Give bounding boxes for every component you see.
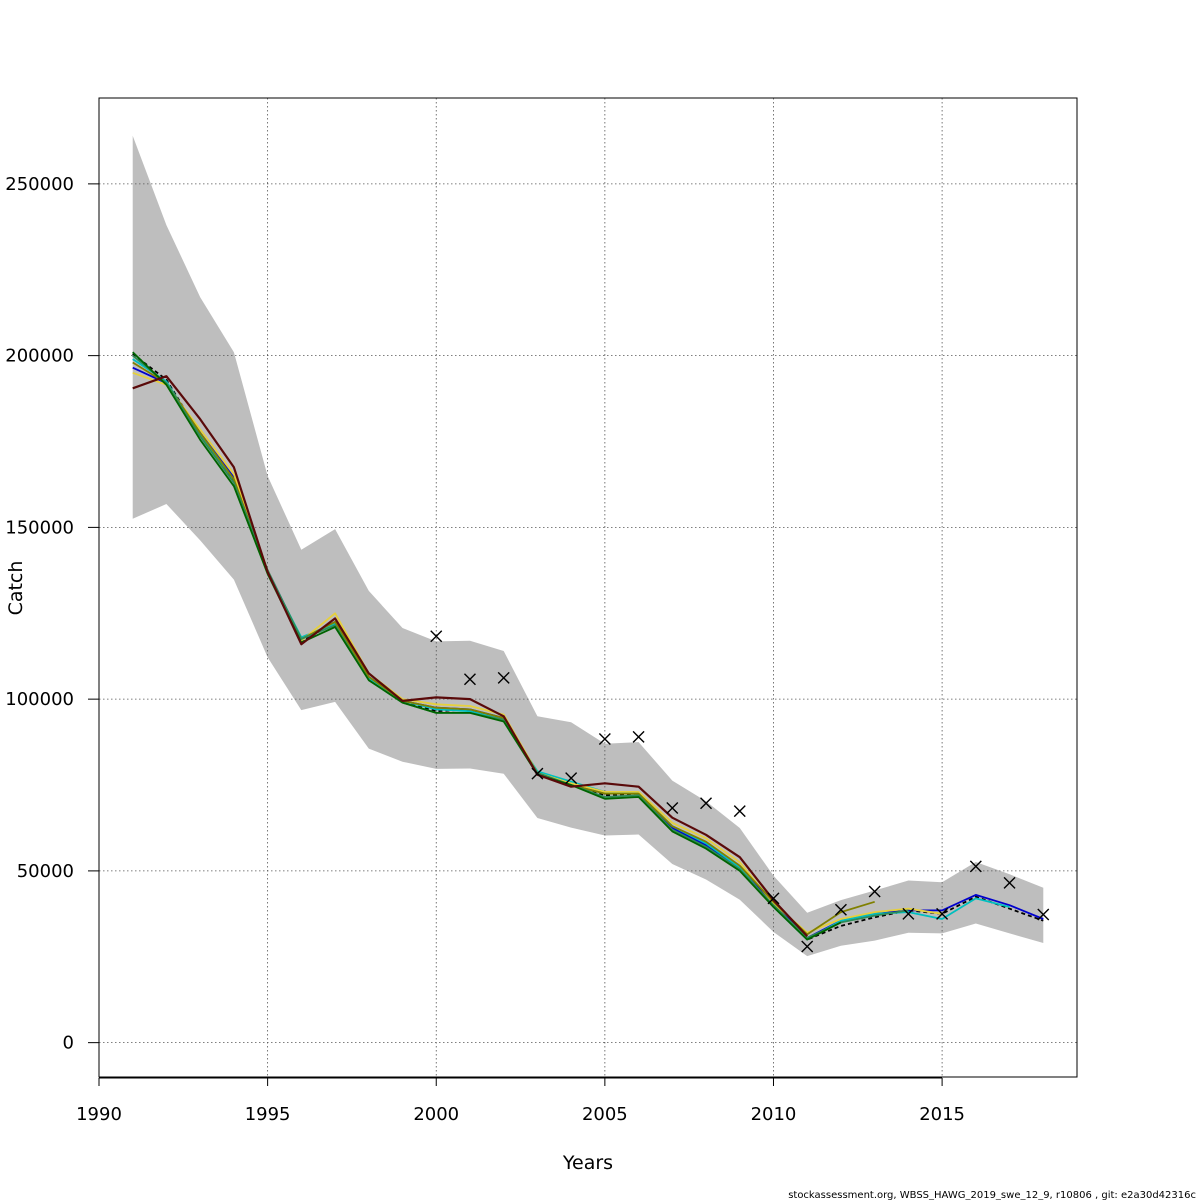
- series-line-7: [132, 351, 842, 941]
- y-axis-title: Catch: [5, 561, 27, 616]
- y-tick-label: 0: [63, 1033, 74, 1054]
- observed-point-marker: [801, 940, 814, 953]
- observed-point-marker: [767, 892, 780, 905]
- x-tick-label: 1990: [76, 1104, 122, 1125]
- plot-frame: [98, 97, 1078, 1078]
- observed-point-marker: [430, 630, 443, 643]
- observed-point-marker: [700, 797, 713, 810]
- footer-credit: stockassessment.org, WBSS_HAWG_2019_swe_…: [788, 1190, 1196, 1200]
- observed-point-marker: [1003, 876, 1016, 889]
- y-tick-label: 250000: [5, 174, 74, 195]
- observed-point-marker: [902, 907, 915, 920]
- observed-point-marker: [497, 671, 510, 684]
- x-tick-label: 2010: [751, 1104, 797, 1125]
- y-tick-label: 100000: [5, 689, 74, 710]
- x-tick-label: 2005: [582, 1104, 628, 1125]
- observed-point-marker: [969, 860, 982, 873]
- y-axis: 0 50000 100000 150000 200000 250000: [5, 174, 99, 1054]
- observed-point-marker: [531, 767, 544, 780]
- observed-point-marker: [632, 730, 645, 743]
- observed-point-marker: [834, 903, 847, 916]
- observed-marker-layer: [430, 630, 1050, 953]
- observed-point-marker: [463, 673, 476, 686]
- series-layer: [132, 351, 1044, 941]
- observed-point-marker: [936, 907, 949, 920]
- observed-point-marker: [598, 732, 611, 745]
- y-tick-label: 200000: [5, 346, 74, 367]
- x-axis-title: Years: [562, 1152, 613, 1174]
- x-tick-label: 1995: [245, 1104, 291, 1125]
- observed-point-marker: [565, 772, 578, 785]
- x-axis: 1990 1995 2000 2005 2010 2015: [76, 1077, 965, 1125]
- observed-point-marker: [1037, 908, 1050, 921]
- series-line-8: [132, 375, 809, 937]
- y-tick-label: 150000: [5, 517, 74, 538]
- observed-point-marker: [868, 885, 881, 898]
- x-tick-label: 2000: [413, 1104, 459, 1125]
- y-tick-label: 50000: [17, 861, 74, 882]
- observed-point-marker: [666, 802, 679, 815]
- x-tick-label: 2015: [919, 1104, 965, 1125]
- observed-point-marker: [733, 805, 746, 818]
